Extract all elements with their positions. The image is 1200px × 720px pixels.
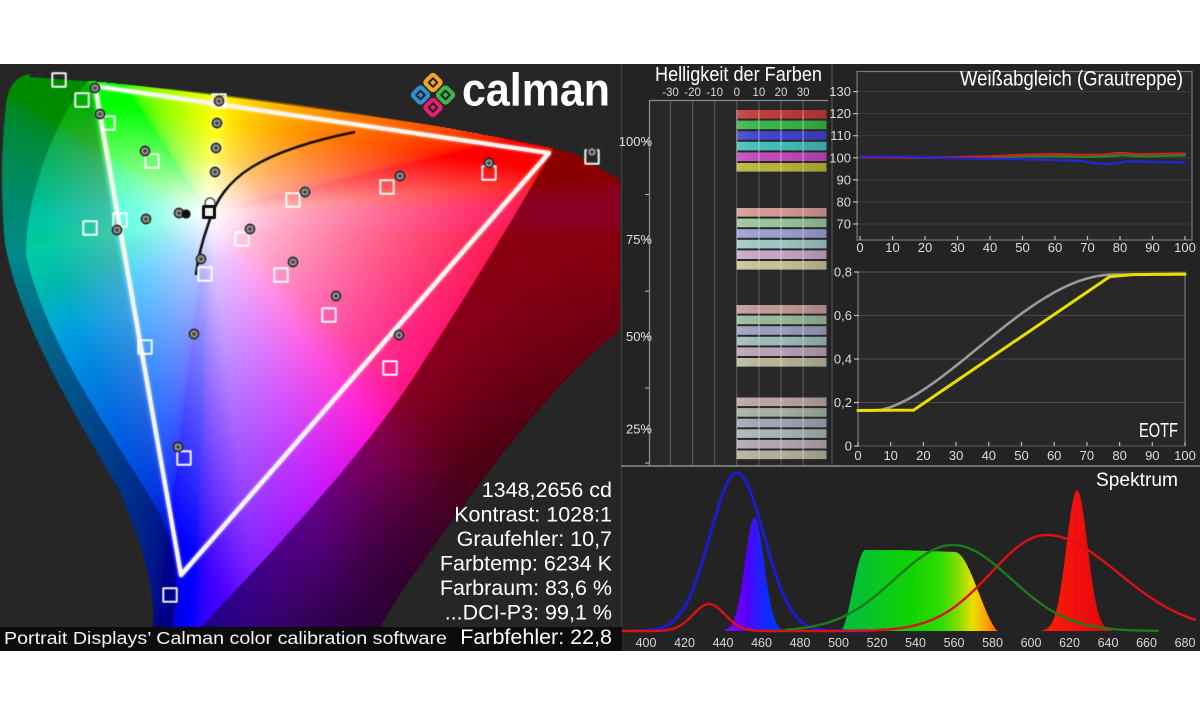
svg-text:420: 420 (674, 636, 695, 650)
svg-text:70: 70 (1080, 240, 1094, 255)
svg-text:70: 70 (837, 216, 851, 231)
svg-text:Spektrum: Spektrum (1096, 470, 1178, 491)
svg-text:660: 660 (1136, 636, 1157, 650)
svg-text:680: 680 (1175, 636, 1196, 650)
svg-text:0: 0 (856, 240, 863, 255)
svg-text:400: 400 (636, 636, 657, 650)
svg-text:40: 40 (982, 448, 996, 463)
svg-text:Kontrast: 1028:1: Kontrast: 1028:1 (454, 503, 612, 527)
svg-text:EOTF: EOTF (1139, 420, 1178, 442)
svg-text:640: 640 (1098, 636, 1119, 650)
svg-text:100%: 100% (619, 134, 653, 149)
svg-text:10: 10 (753, 87, 766, 99)
svg-text:130: 130 (829, 84, 851, 99)
svg-text:50: 50 (1015, 240, 1029, 255)
svg-text:Graufehler: 10,7: Graufehler: 10,7 (457, 527, 612, 551)
svg-text:600: 600 (1021, 636, 1042, 650)
svg-text:Farbraum: 83,6 %: Farbraum: 83,6 % (440, 576, 612, 600)
svg-text:60: 60 (1048, 240, 1062, 255)
svg-text:80: 80 (1112, 448, 1126, 463)
svg-text:-20: -20 (684, 87, 701, 99)
svg-text:460: 460 (751, 636, 772, 650)
svg-text:-30: -30 (662, 87, 679, 99)
svg-text:10: 10 (885, 240, 899, 255)
svg-text:560: 560 (944, 636, 965, 650)
svg-text:...DCI-P3: 99,1 %: ...DCI-P3: 99,1 % (445, 601, 612, 625)
svg-text:80: 80 (1113, 240, 1127, 255)
svg-text:75%: 75% (626, 232, 652, 247)
svg-text:1348,2656 cd: 1348,2656 cd (482, 478, 612, 502)
svg-text:520: 520 (867, 636, 888, 650)
svg-text:100: 100 (1174, 448, 1196, 463)
svg-text:50%: 50% (626, 329, 652, 344)
svg-text:-10: -10 (706, 87, 723, 99)
svg-text:620: 620 (1059, 636, 1080, 650)
svg-text:580: 580 (982, 636, 1003, 650)
svg-text:30: 30 (797, 87, 810, 99)
svg-text:0,2: 0,2 (834, 395, 852, 410)
svg-text:50: 50 (1014, 448, 1028, 463)
svg-text:Farbtemp: 6234 K: Farbtemp: 6234 K (440, 552, 613, 576)
svg-text:25%: 25% (626, 422, 652, 437)
svg-text:60: 60 (1047, 448, 1061, 463)
svg-text:0,8: 0,8 (834, 265, 852, 280)
svg-text:20: 20 (916, 448, 930, 463)
svg-text:20: 20 (775, 87, 788, 99)
svg-text:80: 80 (837, 194, 851, 209)
svg-text:480: 480 (790, 636, 811, 650)
svg-text:70: 70 (1080, 448, 1094, 463)
svg-text:100: 100 (1174, 240, 1196, 255)
svg-text:0: 0 (845, 439, 852, 454)
svg-text:120: 120 (829, 106, 851, 121)
svg-text:Farbfehler: 22,8: Farbfehler: 22,8 (460, 625, 612, 649)
svg-text:calman: calman (462, 64, 610, 116)
svg-text:0,6: 0,6 (834, 308, 852, 323)
svg-text:40: 40 (983, 240, 997, 255)
svg-text:440: 440 (713, 636, 734, 650)
svg-text:90: 90 (1145, 448, 1159, 463)
svg-text:10: 10 (883, 448, 897, 463)
svg-text:0: 0 (734, 87, 740, 99)
svg-text:540: 540 (905, 636, 926, 650)
svg-text:Portrait Displays’ Calman colo: Portrait Displays’ Calman color calibrat… (4, 628, 447, 648)
svg-text:0: 0 (854, 448, 861, 463)
svg-text:110: 110 (830, 128, 851, 143)
svg-text:0,4: 0,4 (834, 352, 852, 367)
svg-text:90: 90 (1145, 240, 1159, 255)
svg-text:Weißabgleich (Grautreppe): Weißabgleich (Grautreppe) (960, 68, 1183, 91)
svg-text:90: 90 (837, 172, 851, 187)
svg-text:500: 500 (828, 636, 849, 650)
svg-text:Helligkeit der Farben: Helligkeit der Farben (655, 64, 822, 86)
svg-text:20: 20 (918, 240, 932, 255)
svg-text:100: 100 (829, 150, 851, 165)
svg-text:30: 30 (950, 240, 964, 255)
svg-text:30: 30 (949, 448, 963, 463)
